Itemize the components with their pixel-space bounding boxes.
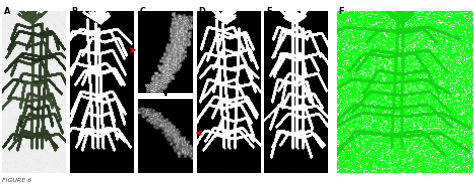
Text: A: A xyxy=(4,7,10,16)
Text: E: E xyxy=(266,7,272,16)
Text: B: B xyxy=(72,7,78,16)
Text: D: D xyxy=(198,7,205,16)
Text: FIGURE 6: FIGURE 6 xyxy=(2,178,32,183)
Text: C: C xyxy=(140,7,146,16)
Text: F: F xyxy=(338,7,344,16)
